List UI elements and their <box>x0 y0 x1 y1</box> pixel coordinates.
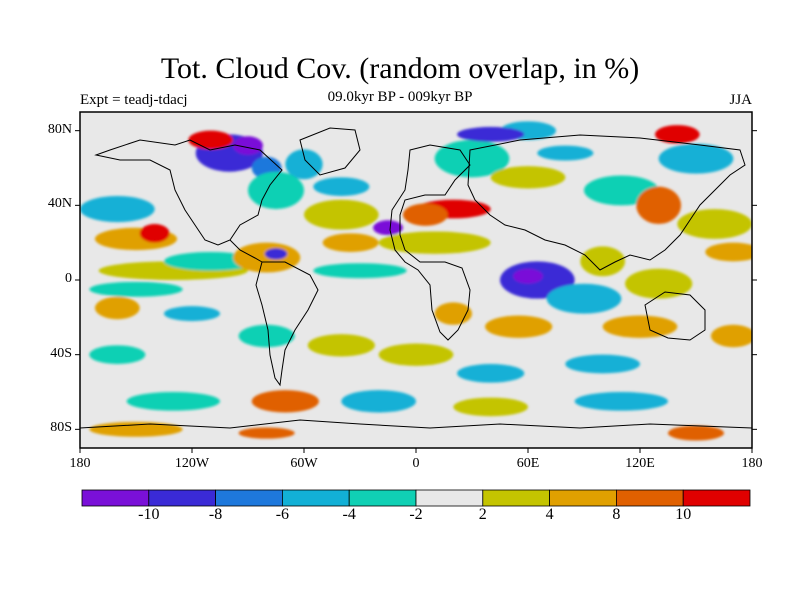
colorbar-swatch <box>549 489 617 507</box>
anomaly-patch <box>636 186 682 224</box>
lat-tick-label: 40S <box>50 345 72 361</box>
lat-tick-label: 80N <box>47 121 72 137</box>
anomaly-patch <box>378 231 491 254</box>
anomaly-patch <box>513 268 543 284</box>
colorbar-label: 10 <box>675 506 692 523</box>
anomaly-patch <box>233 136 263 155</box>
colorbar-label: 4 <box>545 506 554 523</box>
anomaly-patch <box>126 392 220 411</box>
colorbar-swatch <box>148 489 217 507</box>
axis-ticks <box>75 130 757 453</box>
anomaly-patch <box>264 248 288 260</box>
coastline-europe-africa <box>389 144 471 341</box>
anomaly-patch <box>457 364 525 383</box>
coastline-greenland <box>299 127 361 176</box>
anomaly-patch <box>238 427 295 439</box>
colorbar-swatch <box>682 489 751 507</box>
coastline-north-america <box>94 139 283 246</box>
lat-tick-label: 0 <box>65 271 72 286</box>
anomaly-patch <box>307 334 375 357</box>
lon-tick-label: 60W <box>290 456 318 471</box>
anomaly-patch <box>485 315 553 338</box>
anomaly-patch <box>251 390 319 413</box>
lon-tick-label: 60E <box>516 456 540 471</box>
anomaly-patch <box>238 324 295 348</box>
lon-tick-label: 180 <box>69 456 91 471</box>
anomaly-patch <box>602 315 678 338</box>
anomaly-patch <box>164 306 220 322</box>
anomaly-patch <box>668 425 724 441</box>
anomaly-patch <box>710 324 752 348</box>
coastline-central-america <box>229 239 263 263</box>
anomaly-patch <box>341 390 416 413</box>
colorbar-swatch <box>215 489 283 507</box>
colorbar-swatch <box>482 489 550 507</box>
anomaly-patch <box>625 268 693 299</box>
map-subtitle: 09.0kyr BP - 009kyr BP <box>327 89 473 105</box>
anomaly-patch <box>453 397 528 417</box>
anomaly-patch <box>313 263 407 279</box>
lon-tick-label: 120E <box>625 456 655 471</box>
anomaly-patch <box>677 209 752 239</box>
anomaly-patch <box>89 281 183 297</box>
lat-tick-label: 80S <box>50 420 72 436</box>
anomaly-patch <box>94 296 140 320</box>
colorbar-label: 8 <box>612 506 621 523</box>
map-title: Tot. Cloud Cov. (random overlap, in %) <box>160 52 640 85</box>
lon-tick-label: 0 <box>412 456 420 471</box>
anomaly-patch <box>654 125 700 144</box>
anomaly-patch <box>546 283 622 314</box>
coastline-asia <box>467 134 746 271</box>
colorbar-label: -8 <box>208 506 223 523</box>
colorbar-label: 2 <box>478 506 487 523</box>
anomaly-patch <box>89 345 146 364</box>
colorbar-label: -6 <box>275 506 290 523</box>
coastline-australia <box>644 291 706 341</box>
lon-tick-label: 180 <box>741 456 763 471</box>
anomaly-patch <box>378 343 454 366</box>
anomaly-patch <box>658 143 734 174</box>
colorbar-swatch <box>415 489 484 507</box>
anomaly-patch <box>490 166 566 189</box>
colorbar-label: -10 <box>138 506 160 523</box>
anomaly-patch <box>285 149 323 180</box>
anomaly-patch <box>537 145 594 161</box>
coastline-antarctica <box>80 419 752 429</box>
colorbar <box>81 489 751 507</box>
anomaly-patch <box>322 233 379 253</box>
colorbar-swatch <box>281 489 350 507</box>
season-label: JJA <box>729 92 752 108</box>
coastlines <box>80 127 752 429</box>
anomaly-patch <box>457 126 525 142</box>
anomaly-patch <box>402 203 448 226</box>
coastline-south-america <box>255 261 319 387</box>
colorbar-label: -4 <box>342 506 356 523</box>
colorbar-label: -2 <box>409 506 423 523</box>
anomaly-patch <box>80 196 155 223</box>
anomaly-patch <box>233 242 301 273</box>
anomaly-patch <box>313 177 370 197</box>
anomaly-patch <box>304 199 379 230</box>
lon-tick-label: 120W <box>174 456 210 471</box>
anomaly-patch <box>705 242 752 262</box>
colorbar-swatch <box>348 489 417 507</box>
anomaly-patch <box>434 302 473 325</box>
anomaly-field <box>80 121 752 441</box>
anomaly-patch <box>565 354 641 374</box>
anomaly-patch <box>139 224 170 243</box>
anomaly-patch <box>574 392 668 411</box>
lat-tick-label: 40N <box>47 196 72 212</box>
colorbar-swatch <box>81 489 150 507</box>
anomaly-patch <box>373 220 403 236</box>
experiment-label: Expt = teadj-tdacj <box>80 92 188 108</box>
anomaly-patch <box>580 246 626 277</box>
anomaly-patch <box>89 421 183 437</box>
colorbar-swatch <box>616 489 684 507</box>
